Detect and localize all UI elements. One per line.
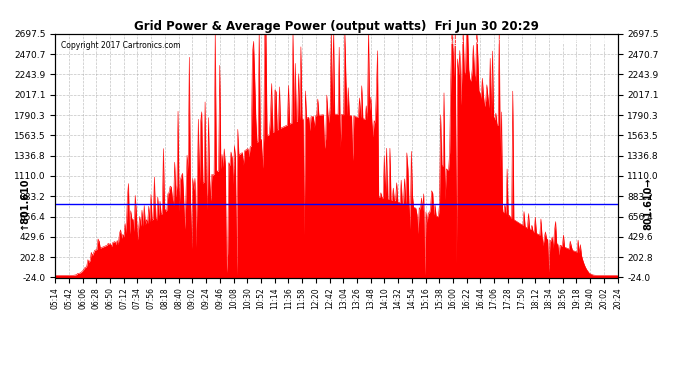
Text: 801.610→: 801.610→: [644, 177, 653, 230]
Text: ↑801.610: ↑801.610: [19, 177, 29, 230]
Title: Grid Power & Average Power (output watts)  Fri Jun 30 20:29: Grid Power & Average Power (output watts…: [134, 20, 539, 33]
Text: Average  (AC Watts): Average (AC Watts): [429, 38, 513, 46]
Text: Grid  (AC Watts): Grid (AC Watts): [547, 38, 615, 46]
Text: Copyright 2017 Cartronics.com: Copyright 2017 Cartronics.com: [61, 41, 180, 50]
